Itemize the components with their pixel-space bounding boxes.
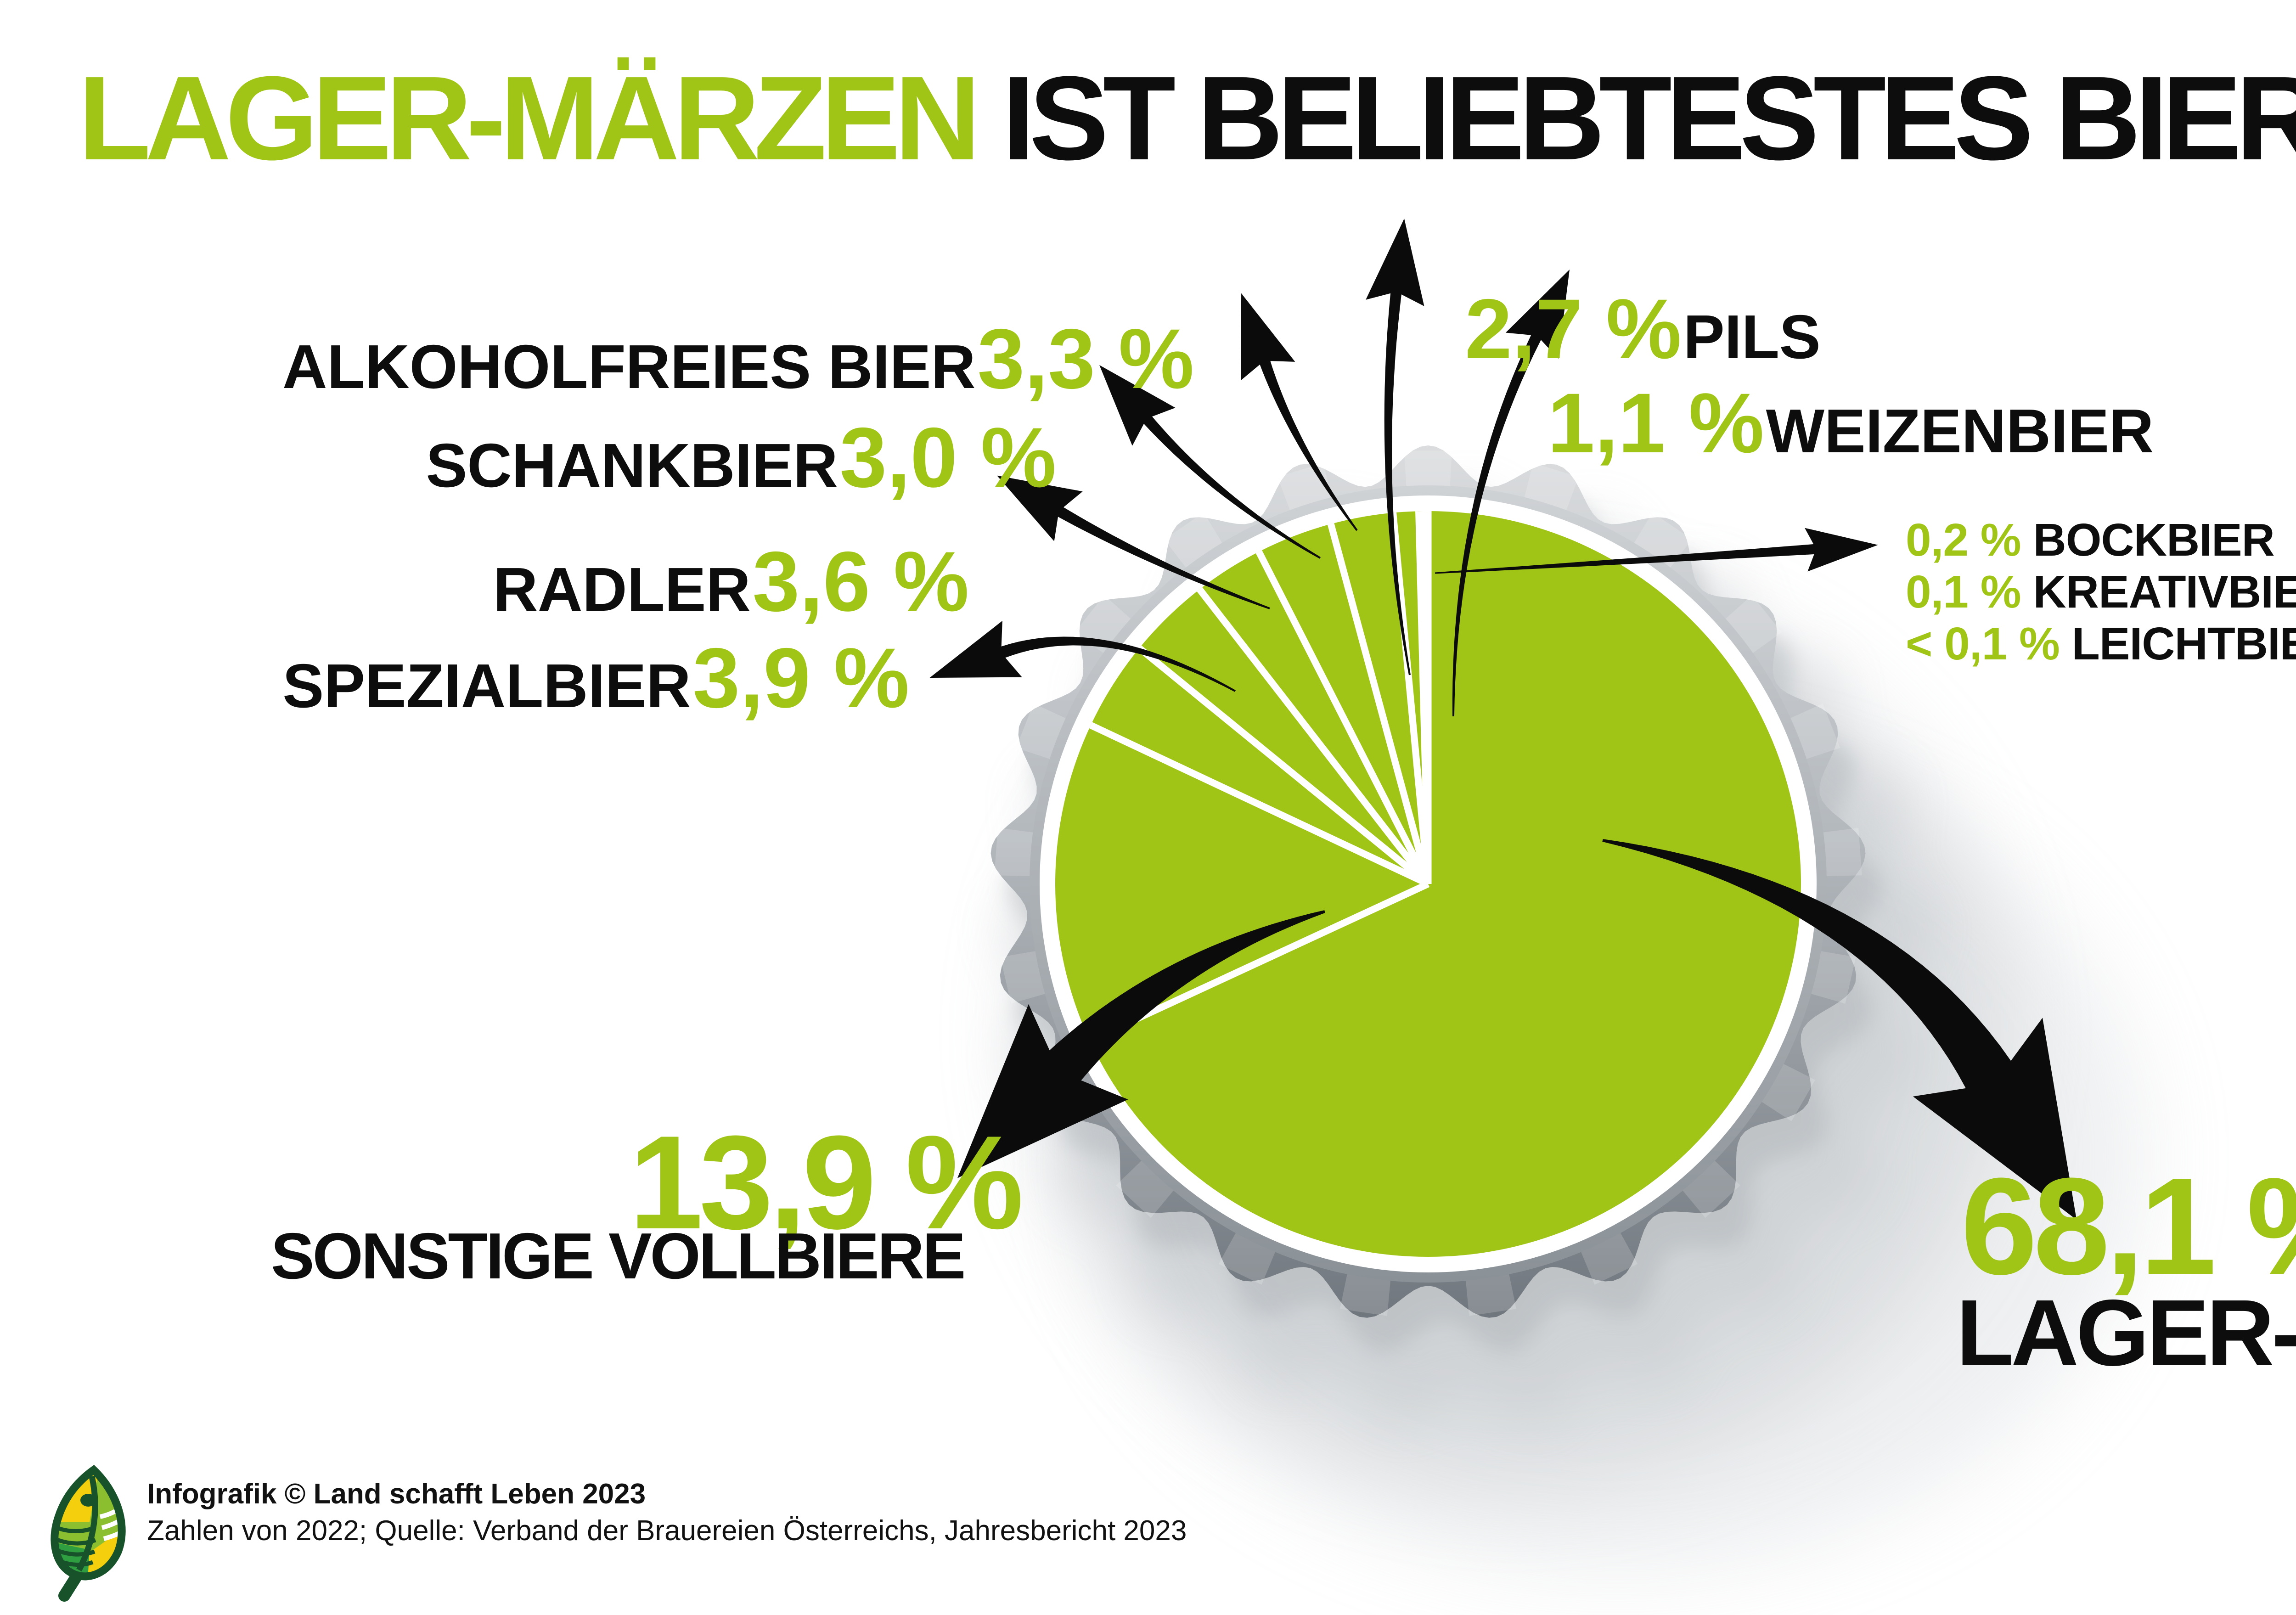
callout-leichtbier: < 0,1 % LEICHTBIER [1906, 618, 2296, 670]
callout-arrow-alkoholfreies-bier [1241, 293, 1358, 531]
callout-spezialbier: SPEZIALBIER 3,9 % [282, 636, 909, 721]
callout-value: 0,1 % [1906, 566, 2021, 618]
callout-pils: 2,7 % PILS [1465, 287, 1821, 372]
callout-label: BOCKBIER [2033, 514, 2275, 566]
footer-source: Zahlen von 2022; Quelle: Verband der Bra… [147, 1515, 1187, 1547]
callout-lager-value: 68,1 % [1961, 1149, 2296, 1303]
callout-schankbier: SCHANKBIER 3,0 % [426, 416, 1057, 501]
page-title: LAGER-MÄRZEN IST BELIEBTESTES BIER [78, 59, 2296, 178]
callout-arrow-pils [1366, 219, 1424, 675]
callout-lager-label: LAGER-MÄRZEN [1956, 1280, 2296, 1385]
callout-value: 3,0 % [839, 411, 1057, 505]
callout-arrow-weizenbier [1452, 270, 1570, 716]
callout-label: KREATIVBIER [2033, 566, 2296, 618]
callout-arrow-sonstige-vollbiere [957, 910, 1325, 1178]
callout-arrow-schankbier [1099, 365, 1321, 559]
callout-arrow-lager-maerzen [1602, 839, 2077, 1220]
callout-label: LEICHTBIER [2071, 618, 2296, 670]
callout-sonstige-label: SONSTIGE VOLLBIERE [271, 1220, 966, 1293]
callout-bockbier: 0,2 % BOCKBIER [1906, 514, 2296, 566]
callout-arrow-spezialbier [929, 620, 1236, 692]
callout-label: PILS [1683, 302, 1821, 371]
callout-value: 3,3 % [977, 312, 1194, 406]
page-title-rest: IST BELIEBTESTES BIER [974, 52, 2296, 185]
land-schafft-leben-leaf-logo [51, 1464, 126, 1602]
callout-arrow-bockbier-gruppe [1435, 528, 1878, 574]
callout-value: 3,9 % [692, 631, 910, 726]
callout-value: 1,1 % [1548, 376, 1764, 471]
footer-credit: Infografik © Land schafft Leben 2023 [147, 1478, 646, 1510]
callout-value: 0,2 % [1906, 514, 2021, 566]
pie-chart [1055, 511, 1801, 1257]
callout-sonstige-value: 13,9 % [629, 1108, 1024, 1257]
callout-weizenbier: 1,1 % WEIZENBIER [1548, 381, 2154, 466]
callout-label: SCHANKBIER [426, 431, 838, 500]
callout-arrow-radler [997, 475, 1270, 609]
callout-label: ALKOHOLFREIES BIER [282, 332, 976, 401]
page-title-highlight: LAGER-MÄRZEN [78, 52, 981, 185]
callout-alkoholfreies-bier: ALKOHOLFREIES BIER 3,3 % [282, 317, 1194, 402]
callout-kreativbier: 0,1 % KREATIVBIER [1906, 566, 2296, 618]
callout-radler: RADLER 3,6 % [493, 540, 969, 625]
callout-value: 2,7 % [1465, 282, 1682, 377]
callout-kleinsorten-block: 0,2 % BOCKBIER 0,1 % KREATIVBIER < 0,1 %… [1906, 514, 2296, 670]
callout-label: WEIZENBIER [1766, 396, 2154, 466]
callout-value: < 0,1 % [1906, 618, 2060, 670]
callout-label: RADLER [493, 555, 751, 624]
callout-label: SPEZIALBIER [282, 651, 691, 720]
callout-value: 3,6 % [752, 535, 969, 629]
